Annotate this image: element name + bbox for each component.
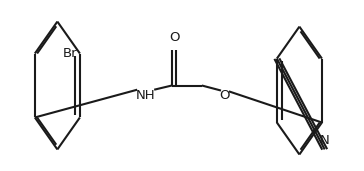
- Text: N: N: [320, 134, 329, 147]
- Text: Br: Br: [62, 47, 77, 60]
- Text: NH: NH: [135, 89, 155, 102]
- Text: O: O: [169, 31, 179, 44]
- Text: O: O: [219, 89, 230, 102]
